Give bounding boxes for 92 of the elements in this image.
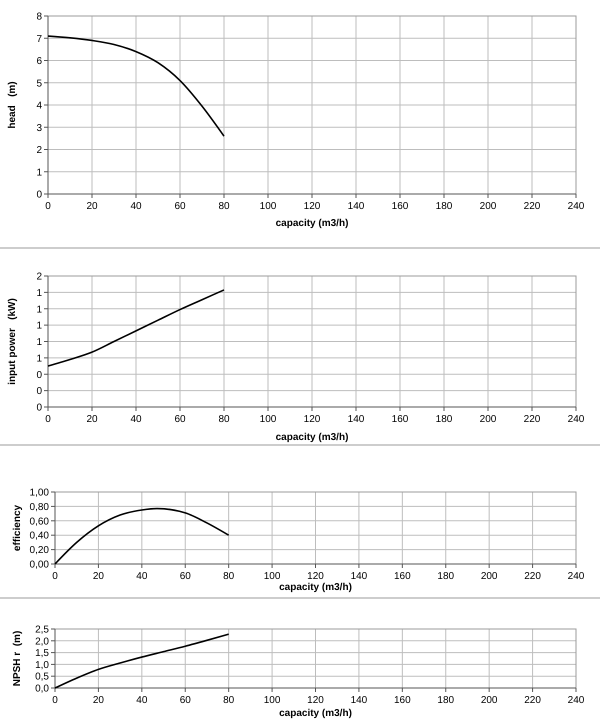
y-tick-label: 0,0	[35, 684, 50, 694]
y-tick-label: 1,5	[35, 648, 50, 660]
x-tick-label: 80	[218, 414, 230, 425]
y-tick-label: 1	[36, 320, 42, 332]
x-tick-label: 160	[392, 201, 409, 212]
x-tick-label: 220	[524, 571, 542, 582]
x-tick-label: 240	[568, 571, 585, 582]
x-tick-label: 80	[218, 201, 230, 212]
x-tick-label: 240	[568, 695, 585, 706]
y-tick-label: 1,00	[30, 488, 50, 498]
y-tick-label: 0,00	[30, 560, 50, 570]
y-tick-label: 1,0	[35, 660, 50, 671]
line-series	[54, 633, 230, 689]
y-tick-label: 2	[36, 145, 42, 156]
x-tick-label: 60	[180, 695, 192, 706]
y-tick-label: 0,20	[30, 545, 50, 556]
x-tick-label: 120	[304, 414, 321, 425]
x-tick-label: 0	[52, 695, 58, 706]
y-tick-label: 0	[36, 386, 42, 398]
y-tick-label: 2,0	[35, 636, 50, 648]
y-axis-title: input power (kW)	[7, 298, 18, 385]
y-tick-label: 1	[36, 167, 42, 178]
y-tick-label: 1	[36, 353, 42, 364]
x-tick-label: 180	[437, 571, 455, 582]
y-tick-label: 6	[36, 56, 42, 67]
x-axis-title: capacity (m3/h)	[279, 708, 352, 719]
x-tick-label: 180	[436, 201, 453, 212]
y-tick-label: 2,5	[35, 624, 50, 636]
x-tick-label: 140	[350, 571, 368, 582]
x-tick-label: 240	[568, 201, 585, 212]
x-tick-label: 100	[264, 695, 281, 706]
y-tick-label: 1	[36, 288, 42, 299]
x-tick-label: 20	[86, 201, 98, 212]
y-tick-label: 0,5	[35, 672, 50, 683]
y-tick-label: 2	[36, 272, 42, 282]
x-tick-label: 200	[480, 201, 497, 212]
y-tick-label: 0,60	[30, 516, 50, 528]
y-tick-label: 0	[36, 402, 42, 414]
y-tick-label: 0,80	[30, 502, 50, 513]
y-tick-label: 1	[36, 337, 42, 348]
y-tick-label: 8	[36, 12, 42, 22]
y-tick-label: 0,40	[30, 530, 50, 542]
x-tick-label: 140	[348, 414, 365, 425]
y-tick-label: 7	[36, 34, 42, 45]
x-tick-label: 140	[350, 695, 368, 706]
line-series	[47, 35, 225, 137]
x-tick-label: 60	[174, 414, 186, 425]
x-tick-label: 40	[130, 201, 142, 212]
x-tick-label: 200	[480, 414, 497, 425]
y-tick-label: 3	[36, 122, 42, 134]
x-tick-label: 100	[264, 571, 281, 582]
y-tick-label: 4	[36, 100, 42, 112]
x-tick-label: 180	[436, 414, 453, 425]
y-tick-label: 0	[36, 190, 42, 200]
y-tick-label: 1	[36, 304, 42, 316]
x-tick-label: 220	[524, 201, 541, 212]
x-tick-label: 80	[223, 571, 235, 582]
x-tick-label: 40	[136, 571, 148, 582]
x-tick-label: 160	[392, 414, 409, 425]
x-tick-label: 20	[86, 414, 98, 425]
x-tick-label: 100	[260, 201, 277, 212]
y-axis-title: NPSH r (m)	[12, 630, 23, 686]
x-tick-label: 180	[437, 695, 455, 706]
x-tick-label: 160	[394, 571, 412, 582]
x-tick-label: 140	[348, 201, 365, 212]
y-axis-title: head (m)	[7, 81, 18, 129]
x-tick-label: 60	[180, 571, 192, 582]
line-series	[47, 289, 225, 367]
x-tick-label: 220	[524, 414, 541, 425]
x-tick-label: 120	[307, 571, 324, 582]
x-tick-label: 200	[480, 695, 498, 706]
x-tick-label: 240	[568, 414, 585, 425]
x-tick-label: 20	[92, 571, 104, 582]
x-tick-label: 80	[223, 695, 235, 706]
x-tick-label: 100	[260, 414, 277, 425]
y-tick-label: 5	[36, 78, 42, 90]
x-tick-label: 160	[394, 695, 412, 706]
x-axis-title: capacity (m3/h)	[276, 218, 348, 229]
x-tick-label: 40	[136, 695, 148, 706]
y-axis-title: efficiency	[12, 504, 23, 552]
x-tick-label: 20	[92, 695, 104, 706]
x-tick-label: 200	[480, 571, 498, 582]
x-tick-label: 0	[52, 571, 58, 582]
line-series	[54, 508, 230, 565]
x-tick-label: 60	[174, 201, 186, 212]
x-tick-label: 220	[524, 695, 542, 706]
y-tick-label: 0	[36, 370, 42, 381]
x-tick-label: 40	[130, 414, 142, 425]
x-axis-title: capacity (m3/h)	[276, 432, 348, 443]
x-tick-label: 120	[307, 695, 324, 706]
x-axis-title: capacity (m3/h)	[279, 582, 352, 593]
x-tick-label: 120	[304, 201, 321, 212]
